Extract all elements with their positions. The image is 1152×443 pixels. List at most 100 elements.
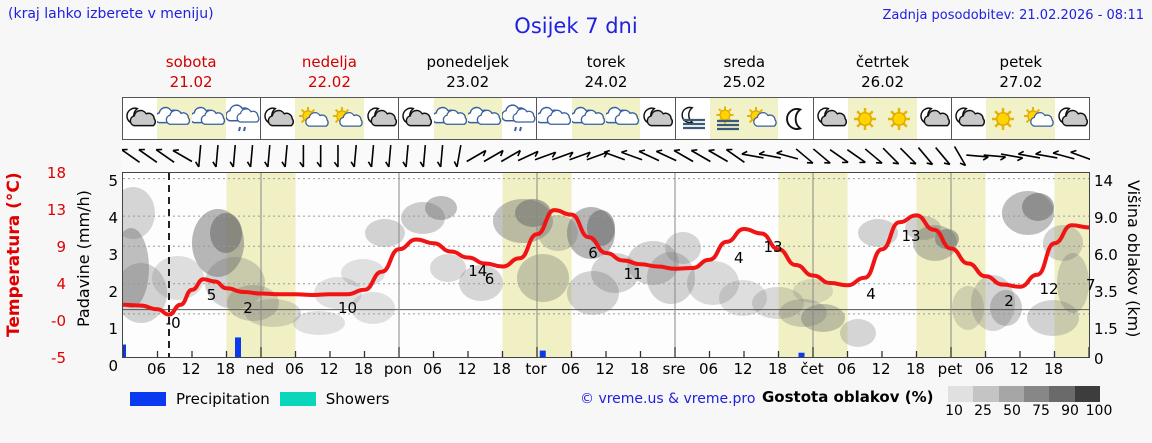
moon-cloud-icon [952,104,986,134]
day-date: 25.02 [722,73,766,91]
weather-icon-band [122,97,1090,140]
weather-icon-cell [676,98,710,139]
x-label: 12 [871,360,891,378]
day-name: sobota [165,53,217,71]
x-label: 18 [491,360,512,378]
cloud-density-step-2 [998,386,1024,402]
cloud-tick: 6.0 [1094,246,1118,264]
icon-day-1 [261,98,400,139]
icon-day-0 [123,98,262,139]
moon-fog-icon [676,104,710,134]
page-title: Osijek 7 dni [514,14,638,38]
cloud-density-scale-numbers: 10 25 50 75 90 100 [944,403,1112,421]
cloud-density-step-5 [1074,386,1100,402]
x-label: 18 [629,360,650,378]
cloud-tick: 0 [1094,350,1104,368]
day-header-6: petek 27.02 [952,52,1090,96]
x-axis-ticks [123,347,1089,357]
day-header-1: nedelja 22.02 [260,52,398,96]
moon-icon [779,104,813,134]
temperature-label: -0 [165,314,181,333]
day-date: 26.02 [861,73,905,91]
weather-icon-cell [399,98,433,139]
cloud-density-step-3 [1023,386,1050,402]
precipitation-axis-ticks: 5 4 3 2 1 0 [96,164,118,375]
x-label: 18 [353,360,374,378]
cloud-density-step-4 [1049,386,1075,402]
precip-tick: 3 [108,246,118,264]
weather-chart-plot: -0 5 2 10 6 14 6 11 4 13 4 13 2 12 [122,172,1090,358]
day-date: 23.02 [446,73,490,91]
weather-icon-cell [261,98,295,139]
temperature-label: 13 [763,238,783,257]
temperature-label: 5 [206,286,217,305]
weather-icon-cell [986,98,1021,139]
day-header-strip: sobota 21.02 nedelja 22.02 ponedeljek 23.02 to… [122,52,1090,96]
cloud-tick: 9.0 [1094,209,1118,227]
cloud-tick-extra: 7 [1086,276,1096,294]
showers-swatch [279,392,316,406]
x-label: 06 [698,360,719,378]
icon-day-2 [399,98,538,139]
last-updated-text: Zadnja posodobitev: 21.02.2026 - 08:11 [882,8,1144,23]
precipitation-legend-label: Precipitation [176,390,270,408]
cloud-icon [189,104,226,134]
weather-icon-cell [465,98,503,139]
weather-icon-cell [295,98,330,139]
moon-cloud-icon [640,104,674,134]
sun-cloud-icon [296,104,330,134]
day-header-0: sobota 21.02 [122,52,260,96]
cloud-height-axis-ticks: 14 9.0 6.0 3.5 1.5 0 7 [1086,164,1134,368]
precipitation-bars-layer [123,337,805,357]
sun-icon [848,104,882,134]
moon-cloud-icon [123,104,157,134]
temperature-label: 4 [733,248,744,267]
temperature-label: 14 [468,262,488,281]
temp-tick: 18 [46,164,66,182]
day-name: nedelja [301,53,357,71]
x-label: 18 [905,360,926,378]
chart-svg [123,173,1089,357]
weather-icon-cell [329,98,364,139]
x-label: sre [662,360,686,378]
x-label: 06 [560,360,581,378]
showers-legend-label: Showers [325,390,390,408]
precip-tick: 4 [108,209,118,227]
weather-icon-cell [569,98,606,139]
precipitation-swatch [130,392,166,406]
moon-cloud-icon [917,104,951,134]
icon-day-6 [952,98,1089,139]
day-date: 21.02 [169,73,213,91]
temp-tick: 13 [46,201,66,219]
temperature-label: 11 [623,265,643,284]
temp-tick: 9 [56,238,66,256]
x-axis-labels: 06 12 18 ned 06 12 18 pon 06 12 18 tor 06 12 18 sre 06 12… [122,360,1090,380]
weather-icon-cell [155,98,192,139]
x-label: 18 [1043,360,1064,378]
day-header-4: sreda 25.02 [675,52,813,96]
cloud-height-axis-title: Višina oblakov (km) [1124,179,1143,338]
sun-icon [882,104,916,134]
cloud-icon [465,104,502,134]
day-date: 22.02 [307,73,351,91]
cloud-density-number: 10 [945,403,963,419]
x-label: 12 [457,360,477,378]
moon-cloud-icon [814,104,848,134]
weather-icon-cell [778,98,812,139]
temp-tick: -0 [51,312,66,330]
moon-cloud-icon [364,104,398,134]
temperature-label: 6 [588,244,598,263]
day-name: torek [586,53,626,71]
cloud-tick: 14 [1094,172,1114,190]
cloud-density-number: 50 [1003,403,1021,419]
weather-icon-cell [744,98,779,139]
x-label: čet [800,360,824,378]
x-label: tor [525,360,547,378]
location-menu-note[interactable]: (kraj lahko izberete v meniju) [8,6,214,22]
copyright-link[interactable]: © vreme.us & vreme.pro [580,391,756,407]
weather-icon-cell [364,98,398,139]
precipitation-legend: Precipitation Showers [130,388,389,410]
x-label: 06 [422,360,443,378]
moon-cloud-icon [1055,104,1089,134]
x-label: 06 [284,360,305,378]
